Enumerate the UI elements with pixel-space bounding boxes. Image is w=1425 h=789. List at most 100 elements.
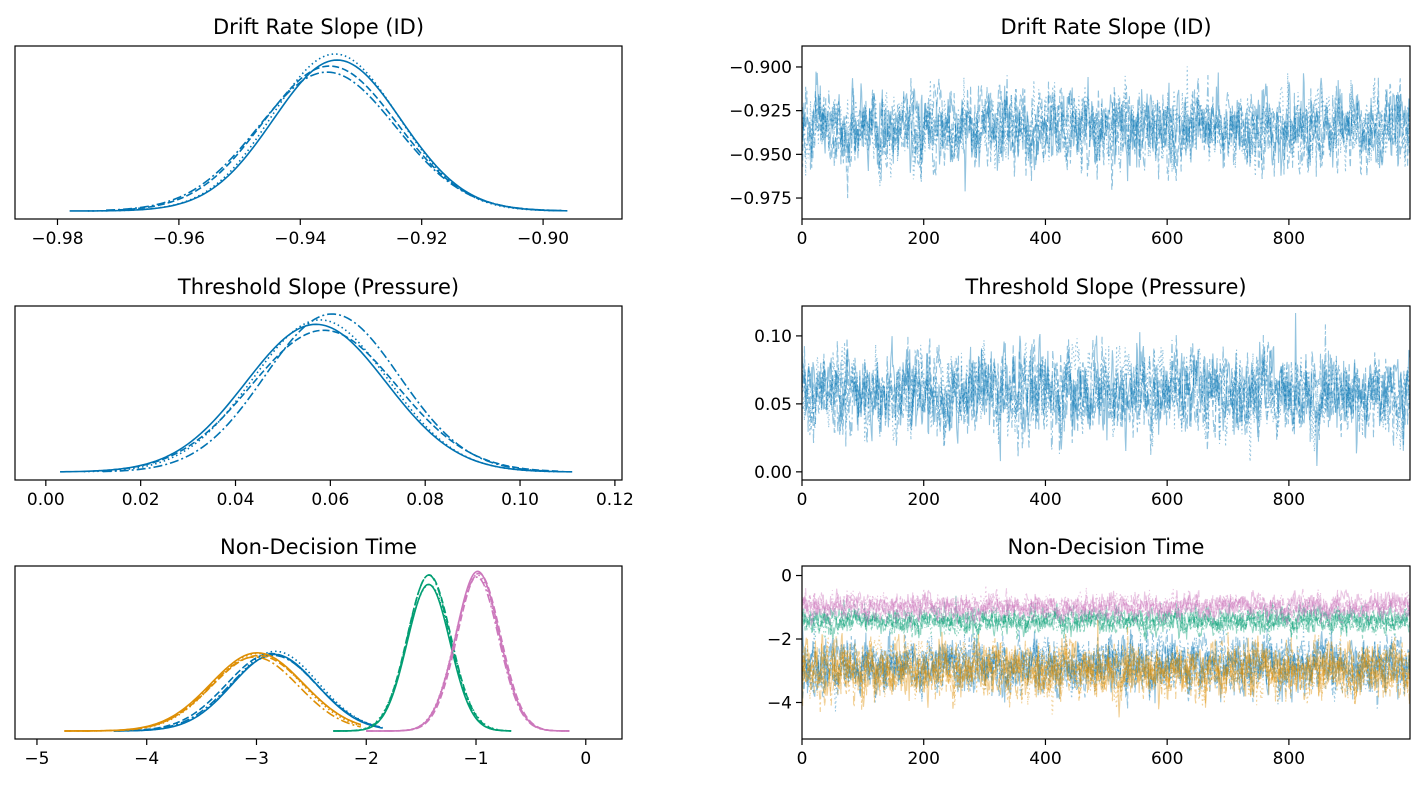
kde-curve [366,576,570,732]
panel-1: Drift Rate Slope (ID) −0.98 −0.96 −0.94 −0.9… [14,15,623,249]
x-tick-label: 0.06 [311,490,349,510]
plot-area [60,313,573,473]
kde-curve [113,652,383,732]
kde-curve [87,53,556,212]
x-tick-label: 0.00 [27,490,65,510]
trace-line [802,335,1410,455]
trace-line [802,77,1410,199]
trace-line [802,619,1410,718]
trace-line [802,313,1410,467]
x-tick-label: −0.96 [153,229,205,249]
panel-5: Non-Decision Time −5 −4 −3 −2 −1 0 [14,535,623,769]
x-tick-label: 0.08 [406,490,444,510]
kde-curve [102,313,549,473]
trace-line [802,595,1410,644]
y-tick-label: −0.975 [729,189,792,209]
kde-curve [83,319,568,473]
x-tick-label: 0 [797,490,808,510]
panel-3: Threshold Slope (Pressure) 0.00 0.02 0.04 0.… [14,275,634,510]
trace-line [802,324,1410,458]
plot-area [69,53,568,212]
trace-line [802,626,1410,712]
x-tick-label: 0.10 [501,490,539,510]
x-tick-label: 0.04 [217,490,255,510]
kde-curve [113,654,383,732]
kde-curve [93,329,559,472]
x-tick-label: 0 [797,229,808,249]
trace-line [802,601,1410,642]
x-tick-label: 0.12 [596,490,634,510]
trace-line [802,631,1410,709]
x-tick-label: 200 [907,229,939,249]
x-tick-label: 0.02 [122,490,160,510]
y-tick-label: 0.05 [754,395,792,415]
y-tick-label: −4 [767,693,792,713]
kde-curve [333,574,512,732]
kde-curve [333,574,512,732]
x-tick-label: 800 [1273,749,1305,769]
trace-line [802,634,1410,715]
axes-frame [14,305,623,481]
trace-line [802,588,1410,626]
plot-area [802,585,1410,718]
x-tick-label: 800 [1273,490,1305,510]
x-tick-label: −4 [134,749,159,769]
x-tick-label: 600 [1151,229,1183,249]
axes-frame [14,565,623,740]
plot-area [802,313,1410,467]
kde-curve [64,654,362,732]
kde-curve [333,583,512,732]
kde-curve [333,583,512,732]
trace-line [802,616,1410,712]
kde-curve [69,59,568,212]
kde-curve [64,652,362,732]
y-tick-label: −2 [767,630,792,650]
trace-line [802,628,1410,709]
panel-title: Threshold Slope (Pressure) [964,275,1246,299]
plot-area [802,66,1410,199]
x-tick-label: 400 [1029,490,1061,510]
x-tick-label: 400 [1029,229,1061,249]
x-tick-label: −3 [244,749,269,769]
axes-frame [801,565,1411,740]
axes-frame [801,45,1411,220]
trace-line [802,74,1410,182]
x-tick-label: 0 [580,749,591,769]
x-tick-label: −0.92 [396,229,448,249]
x-tick-label: 400 [1029,749,1061,769]
panel-2: Drift Rate Slope (ID) −0.975 −0.950 −0.925 −… [729,15,1411,249]
panel-title: Non-Decision Time [1008,535,1205,559]
trace-line [802,66,1410,187]
kde-curve [366,570,570,732]
trace-line [802,599,1410,640]
y-tick-label: 0.10 [754,327,792,347]
trace-line [802,589,1410,629]
plot-area [64,570,570,732]
panel-title: Drift Rate Slope (ID) [213,15,424,39]
x-tick-label: −0.90 [517,229,569,249]
x-tick-label: 600 [1151,749,1183,769]
kde-curve [118,65,562,212]
y-tick-label: −0.925 [729,102,792,122]
x-tick-label: 200 [907,749,939,769]
trace-line [802,633,1410,711]
trace-line [802,602,1410,641]
kde-curve [64,656,361,732]
panel-title: Drift Rate Slope (ID) [1000,15,1211,39]
kde-curve [366,574,570,732]
trace-line [802,71,1410,192]
x-tick-label: −0.94 [274,229,326,249]
panel-title: Non-Decision Time [220,535,417,559]
x-tick-label: 200 [907,490,939,510]
axes-frame [801,305,1411,481]
trace-line [802,625,1410,704]
y-tick-label: 0 [781,567,792,587]
y-tick-label: 0.00 [754,463,792,483]
panel-4: Threshold Slope (Pressure) 0.00 0.05 0.10 0 2… [754,275,1411,510]
y-tick-label: −0.900 [729,58,792,78]
trace-line [802,588,1410,626]
kde-curve [113,650,383,732]
x-tick-label: −1 [463,749,488,769]
x-tick-label: −5 [24,749,49,769]
